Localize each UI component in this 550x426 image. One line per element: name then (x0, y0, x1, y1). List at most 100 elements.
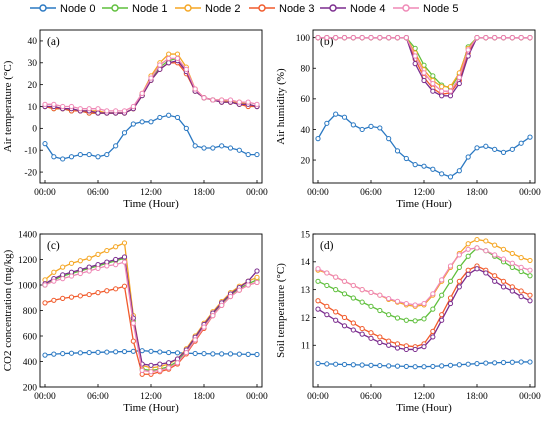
data-point (421, 364, 427, 370)
y-tick-label: 30 (28, 59, 38, 69)
data-point (210, 145, 216, 151)
data-point (157, 367, 163, 374)
series-node-1 (42, 55, 260, 116)
series-line (45, 53, 258, 114)
y-tick-label: 12 (301, 314, 311, 324)
data-point (377, 339, 383, 346)
data-point (113, 349, 119, 355)
data-point (377, 334, 383, 340)
x-tick-label: 00:00 (246, 188, 268, 198)
data-point (527, 273, 533, 279)
data-point (139, 90, 145, 96)
data-point (95, 251, 101, 257)
data-point (368, 289, 374, 296)
data-point (439, 317, 445, 323)
data-point (518, 255, 524, 261)
data-point (86, 106, 92, 112)
x-tick-label: 06:00 (360, 392, 382, 402)
data-point (324, 303, 330, 309)
data-point (121, 348, 128, 355)
data-point (500, 246, 507, 252)
data-point (201, 95, 207, 101)
y-tick-label: -10 (24, 147, 37, 157)
data-point (430, 328, 436, 334)
data-point (509, 260, 515, 266)
data-point (447, 278, 454, 284)
data-point (157, 349, 163, 355)
data-point (368, 330, 374, 336)
data-point (518, 293, 524, 300)
data-point (527, 292, 533, 298)
x-tick-label: 06:00 (360, 188, 382, 198)
y-tick-label: 14 (301, 258, 311, 268)
data-point (174, 114, 181, 121)
data-point (403, 346, 409, 353)
data-point (483, 143, 489, 149)
data-point (113, 256, 119, 263)
legend-label: Node 5 (423, 3, 458, 15)
data-point (157, 62, 163, 68)
data-point (157, 361, 163, 367)
data-point (130, 103, 136, 110)
x-tick-label: 00:00 (519, 392, 541, 402)
data-point (68, 154, 75, 160)
data-point (201, 324, 207, 330)
y-tick-label: 1200 (18, 256, 37, 266)
data-point (421, 163, 427, 169)
data-point (474, 145, 480, 151)
data-point (121, 130, 128, 136)
y-tick-label: 1400 (18, 230, 37, 240)
data-point (350, 35, 356, 41)
data-point (439, 84, 445, 90)
y-axis-label: Air humidity (%) (275, 68, 287, 145)
data-point (386, 338, 392, 344)
data-point (439, 312, 445, 318)
data-point (394, 341, 401, 347)
data-point (474, 236, 480, 243)
x-tick-label: 00:00 (307, 392, 329, 402)
y-tick-label: 60 (301, 95, 311, 105)
data-point (192, 337, 198, 343)
data-point (201, 350, 207, 357)
data-point (210, 313, 216, 319)
data-point (500, 278, 507, 284)
data-point (254, 151, 260, 158)
data-point (509, 264, 515, 270)
data-point (113, 108, 119, 114)
data-point (333, 274, 339, 280)
data-point (315, 306, 321, 312)
data-point (77, 258, 83, 264)
data-point (430, 73, 436, 79)
data-point (394, 148, 401, 154)
legend-label: Node 3 (279, 3, 314, 15)
data-point (447, 88, 454, 94)
data-point (95, 106, 101, 112)
data-point (368, 35, 374, 41)
y-tick-label: 11 (301, 342, 310, 352)
data-point (60, 295, 66, 301)
data-point (403, 35, 409, 41)
data-point (77, 293, 83, 299)
series-node-2 (315, 236, 533, 309)
y-tick-label: 10 (28, 103, 38, 113)
data-point (421, 316, 427, 322)
x-tick-label: 12:00 (413, 392, 435, 402)
data-point (403, 363, 409, 370)
data-point (430, 291, 436, 297)
data-point (492, 35, 498, 41)
data-point (219, 351, 225, 357)
series-node-5 (315, 245, 533, 308)
legend-marker (329, 4, 337, 12)
data-point (139, 367, 145, 374)
data-point (492, 273, 498, 279)
data-point (139, 348, 145, 354)
legend-marker (184, 4, 192, 12)
data-point (527, 257, 533, 264)
data-point (359, 331, 365, 337)
data-point (95, 290, 101, 296)
data-point (439, 171, 445, 177)
data-point (368, 303, 374, 309)
y-tick-label: 20 (28, 81, 38, 91)
data-point (254, 101, 260, 107)
data-point (465, 154, 471, 160)
